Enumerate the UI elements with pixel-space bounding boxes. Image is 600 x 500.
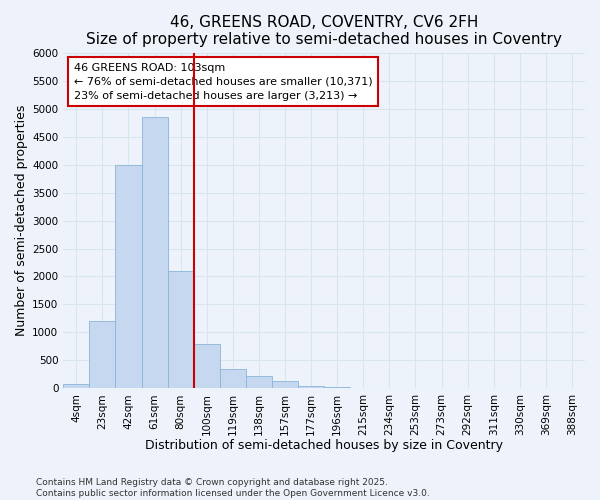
Bar xyxy=(142,117,167,388)
X-axis label: Distribution of semi-detached houses by size in Coventry: Distribution of semi-detached houses by … xyxy=(145,440,503,452)
Bar xyxy=(324,387,350,388)
Bar xyxy=(115,164,142,388)
Bar xyxy=(272,382,298,388)
Text: Contains HM Land Registry data © Crown copyright and database right 2025.
Contai: Contains HM Land Registry data © Crown c… xyxy=(36,478,430,498)
Text: 46 GREENS ROAD: 103sqm
← 76% of semi-detached houses are smaller (10,371)
23% of: 46 GREENS ROAD: 103sqm ← 76% of semi-det… xyxy=(74,63,373,101)
Bar xyxy=(220,369,246,388)
Bar xyxy=(63,384,89,388)
Bar xyxy=(89,321,115,388)
Bar xyxy=(167,271,194,388)
Y-axis label: Number of semi-detached properties: Number of semi-detached properties xyxy=(15,105,28,336)
Bar xyxy=(194,344,220,388)
Bar xyxy=(298,386,324,388)
Title: 46, GREENS ROAD, COVENTRY, CV6 2FH
Size of property relative to semi-detached ho: 46, GREENS ROAD, COVENTRY, CV6 2FH Size … xyxy=(86,15,562,48)
Bar xyxy=(246,376,272,388)
